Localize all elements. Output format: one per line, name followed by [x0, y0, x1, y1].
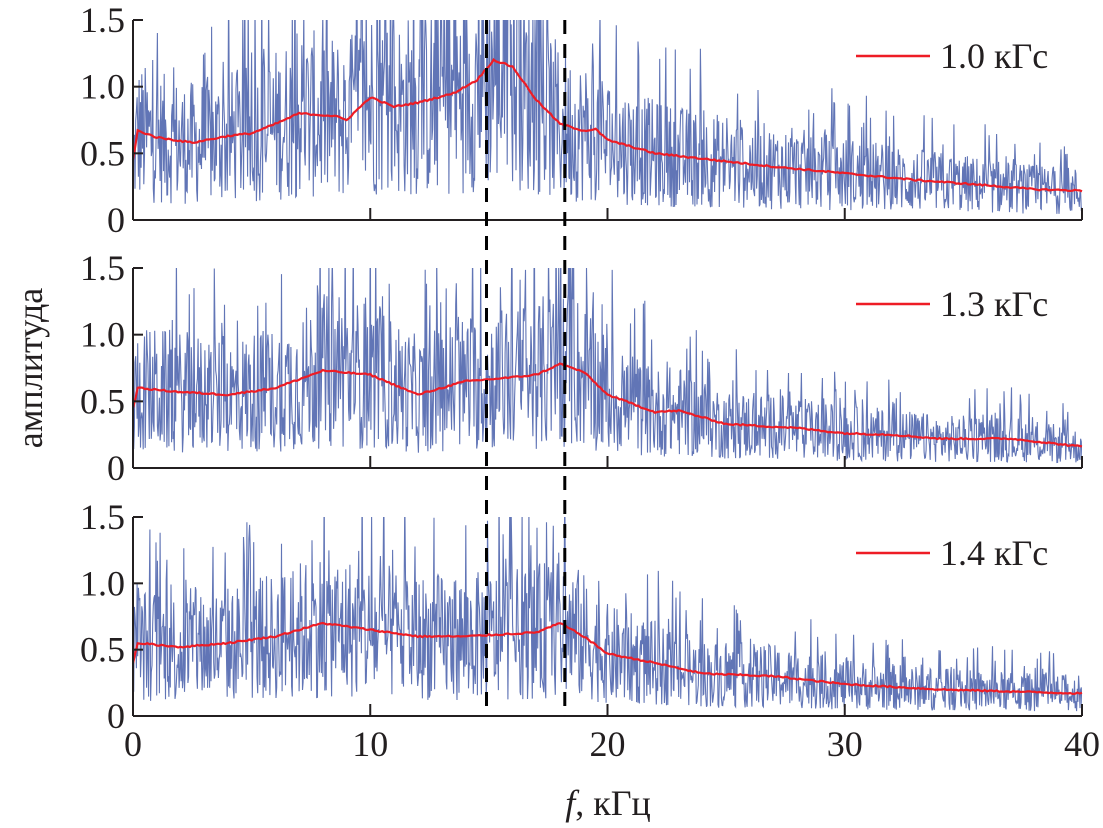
x-axis-label: f, кГц — [565, 783, 651, 823]
raw-spectrum-series — [133, 268, 1082, 464]
y-tick-label: 1.5 — [80, 248, 125, 288]
x-axis-label-unit: , кГц — [575, 783, 651, 823]
x-tick-label: 0 — [124, 724, 142, 764]
y-tick-label: 1.5 — [80, 497, 125, 537]
x-tick-label: 20 — [590, 724, 626, 764]
legend-label: 1.3 кГс — [940, 284, 1048, 324]
x-tick-label: 40 — [1064, 724, 1100, 764]
y-tick-label: 0 — [107, 200, 125, 240]
raw-spectrum-series — [133, 20, 1082, 214]
y-tick-label: 1.0 — [80, 315, 125, 355]
y-tick-label: 0 — [107, 696, 125, 736]
x-tick-label: 30 — [827, 724, 863, 764]
y-tick-label: 0.5 — [80, 133, 125, 173]
legend-label: 1.4 кГс — [940, 533, 1048, 573]
smoothed-series — [131, 57, 1083, 193]
y-tick-label: 0.5 — [80, 381, 125, 421]
panel-2: 0 0.5 1.0 1.5 1.3 кГс — [80, 248, 1083, 488]
y-tick-label: 1.5 — [80, 0, 125, 40]
panel-3: 0 0.5 1.0 1.5 0 10 20 30 40 1.4 кГс — [80, 497, 1100, 764]
legend-label: 1.0 кГс — [940, 36, 1048, 76]
y-tick-label: 0.5 — [80, 630, 125, 670]
raw-spectrum-series — [133, 517, 1082, 712]
y-tick-label: 1.0 — [80, 67, 125, 107]
y-tick-label: 1.0 — [80, 563, 125, 603]
panel-1: 0 0.5 1.0 1.5 1.0 кГс — [80, 0, 1083, 240]
smoothed-series — [131, 362, 1083, 448]
y-tick-label: 0 — [107, 448, 125, 488]
smoothed-series — [131, 621, 1083, 696]
x-tick-label: 10 — [352, 724, 388, 764]
y-axis-label: амплитуда — [10, 288, 50, 449]
